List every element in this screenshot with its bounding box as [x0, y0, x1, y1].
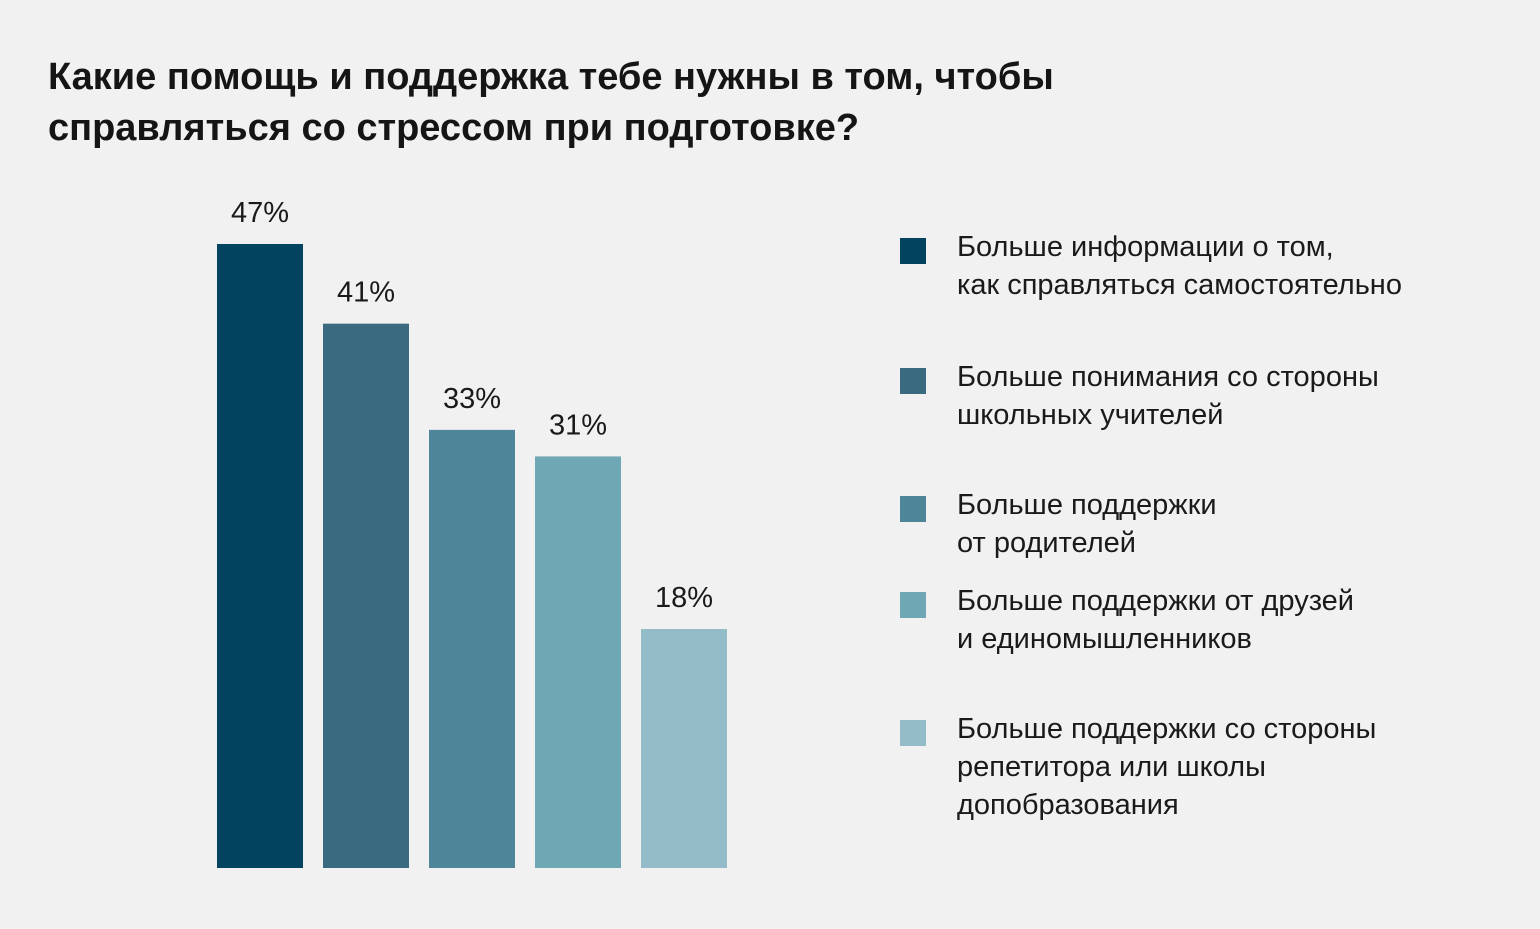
chart-legend: Больше информации о том, как справляться …	[900, 0, 1520, 929]
bar-chart: 47% 41% 33% 31% 18%	[217, 197, 727, 869]
legend-label-3: Больше поддержки от родителей	[957, 486, 1517, 562]
bar-value-label-4: 31%	[549, 409, 607, 441]
bar-5	[641, 629, 727, 868]
legend-label-line: Больше информации о том,	[957, 231, 1334, 263]
chart-title-line-2: справляться со стрессом при подготовке?	[48, 107, 860, 149]
legend-label-line: репетитора или школы	[957, 751, 1266, 783]
legend-label-line: школьных учителей	[957, 399, 1224, 431]
bar-1	[217, 244, 303, 868]
legend-label-1: Больше информации о том, как справляться …	[957, 228, 1517, 304]
bar-value-label-5: 18%	[655, 582, 713, 614]
bar-4	[535, 456, 621, 868]
legend-swatch-2	[900, 368, 926, 394]
legend-swatch-3	[900, 496, 926, 522]
legend-label-line: как справляться самостоятельно	[957, 269, 1402, 301]
legend-label-4: Больше поддержки от друзей и единомышленн…	[957, 582, 1517, 658]
chart-title-line-1: Какие помощь и поддержка тебе нужны в то…	[48, 56, 1054, 98]
bar-value-label-2: 41%	[337, 277, 395, 309]
legend-swatch-1	[900, 238, 926, 264]
legend-label-5: Больше поддержки со стороны репетитора ил…	[957, 710, 1517, 824]
legend-label-line: допобразования	[957, 789, 1179, 821]
bar-value-label-1: 47%	[231, 197, 289, 229]
legend-swatch-4	[900, 592, 926, 618]
legend-label-line: Больше поддержки	[957, 489, 1217, 521]
legend-label-line: Больше понимания со стороны	[957, 361, 1379, 393]
chart-title: Какие помощь и поддержка тебе нужны в то…	[48, 52, 1248, 154]
legend-label-2: Больше понимания со стороны школьных учит…	[957, 358, 1517, 434]
legend-label-line: от родителей	[957, 527, 1136, 559]
legend-label-line: Больше поддержки от друзей	[957, 585, 1354, 617]
bar-value-label-3: 33%	[443, 383, 501, 415]
bar-2	[323, 323, 409, 869]
legend-label-line: и единомышленников	[957, 623, 1252, 655]
bar-3	[429, 429, 515, 868]
legend-swatch-5	[900, 720, 926, 746]
legend-label-line: Больше поддержки со стороны	[957, 713, 1377, 745]
